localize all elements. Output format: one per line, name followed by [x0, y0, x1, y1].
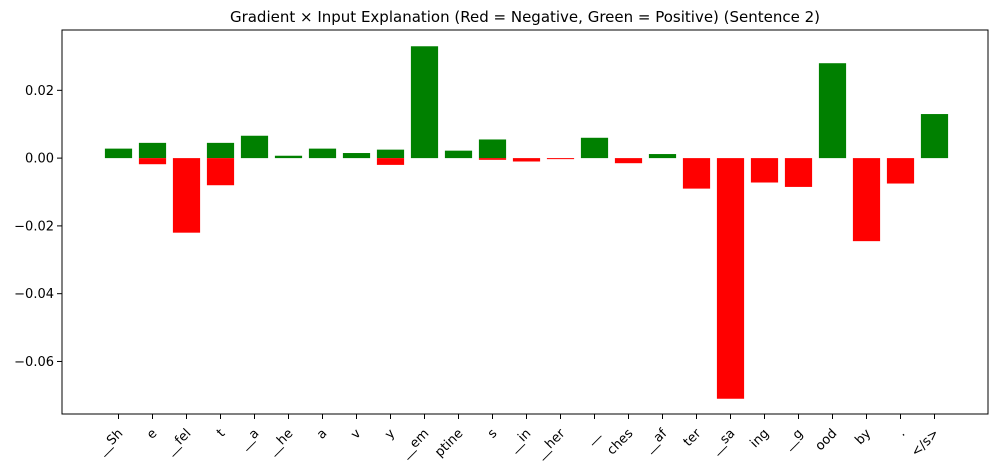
x-tick-label: __ — [582, 426, 603, 447]
negative-bar-15 — [614, 158, 643, 164]
x-tick-label: __in — [505, 426, 534, 455]
x-tick-label: __he — [264, 426, 296, 458]
x-tick-label: y — [382, 426, 398, 442]
negative-bar-23 — [886, 158, 915, 184]
x-tick-label: . — [895, 426, 909, 440]
positive-bar-5 — [274, 155, 303, 159]
positive-bar-8 — [376, 149, 405, 159]
x-axis: __Sh e __fel t __a __he a v y __em ptine s __in__her… — [94, 414, 942, 462]
x-tick-label: __her — [533, 426, 569, 462]
x-tick-label: ptine — [432, 426, 466, 460]
positive-bar-11 — [478, 139, 507, 159]
y-tick-label: −0.06 — [14, 355, 54, 370]
x-tick-label: t — [214, 426, 228, 440]
negative-bar-19 — [750, 158, 779, 183]
x-tick-label: __af — [641, 426, 671, 456]
y-tick-label: 0.00 — [25, 152, 54, 167]
plot-frame — [61, 29, 989, 415]
negative-bar-17 — [682, 158, 711, 189]
negative-bar-20 — [784, 158, 813, 187]
chart-title: Gradient × Input Explanation (Red = Nega… — [230, 8, 820, 26]
positive-bar-7 — [342, 153, 371, 159]
x-tick-label: e — [144, 426, 160, 442]
positive-bar-21 — [818, 63, 847, 159]
negative-bar-12 — [512, 158, 541, 162]
negative-bar-13 — [546, 158, 575, 160]
negative-bar-2 — [172, 158, 201, 233]
negative-bar-18 — [716, 158, 745, 399]
positive-bar-6 — [308, 148, 337, 159]
x-tick-label: __g — [780, 426, 806, 452]
positive-bar-9 — [410, 46, 439, 159]
x-tick-label: __sa — [707, 426, 738, 457]
x-tick-label: by — [852, 426, 874, 448]
positive-bar-16 — [648, 154, 677, 159]
positive-bar-3 — [206, 142, 235, 159]
bars-group — [104, 46, 949, 399]
x-tick-label: __a — [236, 426, 262, 452]
x-tick-label: __Sh — [94, 426, 126, 458]
x-tick-label: __em — [397, 426, 432, 461]
x-tick-label: s — [485, 426, 501, 442]
positive-bar-14 — [580, 137, 609, 159]
y-tick-label: −0.04 — [14, 287, 54, 302]
negative-bar-3 — [206, 158, 235, 186]
positive-bar-1 — [138, 142, 167, 159]
x-tick-label: ing — [748, 426, 773, 451]
negative-bar-1 — [138, 158, 167, 165]
negative-bar-22 — [852, 158, 881, 242]
x-tick-label: </s> — [908, 426, 942, 460]
negative-bar-11 — [478, 158, 507, 160]
positive-bar-10 — [444, 150, 473, 159]
negative-bar-8 — [376, 158, 405, 165]
y-axis: −0.06 −0.04 −0.02 0.00 0.02 — [14, 84, 62, 370]
positive-bar-24 — [920, 114, 949, 159]
positive-bar-0 — [104, 148, 133, 159]
x-tick-label: __fel — [162, 426, 194, 458]
x-tick-label: a — [314, 426, 330, 442]
positive-bar-4 — [240, 135, 269, 159]
y-tick-label: 0.02 — [25, 84, 54, 99]
x-tick-label: v — [348, 426, 364, 442]
y-tick-label: −0.02 — [14, 219, 54, 234]
x-tick-label: ter — [681, 426, 705, 450]
x-tick-label: ches — [604, 426, 636, 458]
x-tick-label: ood — [813, 426, 841, 454]
